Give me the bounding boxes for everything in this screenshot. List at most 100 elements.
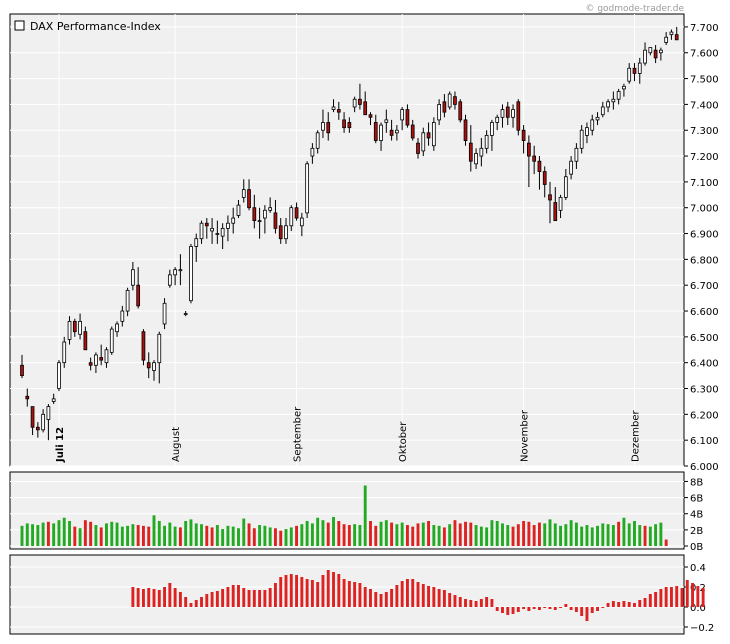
oscillator-bar [258, 590, 262, 607]
oscillator-bar [194, 600, 198, 607]
candle-body [579, 129, 584, 149]
volume-bar [247, 523, 251, 546]
y-tick-label: 0.0 [690, 603, 706, 614]
volume-bar [527, 521, 531, 546]
volume-bar [358, 525, 362, 546]
oscillator-bar [369, 589, 372, 607]
candle-body [305, 163, 309, 214]
candle-body [632, 67, 637, 74]
volume-bar [163, 525, 167, 546]
volume-bar [559, 525, 563, 546]
volume-bar [36, 525, 40, 546]
oscillator-bar [210, 592, 214, 607]
volume-bar [622, 517, 626, 546]
candle-body [263, 209, 267, 219]
candle-body [490, 122, 494, 136]
oscillator-bar [163, 587, 167, 607]
y-tick-label: 6.400 [690, 359, 719, 370]
volume-bar [363, 485, 367, 546]
oscillator-bar [458, 597, 462, 607]
candle-body [167, 274, 172, 286]
volume-bar [617, 521, 621, 546]
oscillator-bar [247, 590, 251, 607]
candle-body [463, 119, 468, 141]
volume-bar [300, 524, 304, 546]
month-label: Juli 12 [55, 427, 66, 463]
oscillator-bar [221, 589, 225, 607]
candle-body [468, 142, 473, 162]
y-tick-label: 6B [690, 494, 703, 505]
volume-bar [421, 522, 425, 546]
candle-body [315, 132, 320, 149]
oscillator-bar [136, 588, 140, 607]
oscillator-bar [479, 599, 483, 607]
oscillator-bar [522, 607, 526, 609]
candle-body [278, 225, 283, 240]
candle-body [590, 119, 595, 131]
volume-bar [590, 527, 594, 546]
volume-bar [564, 524, 568, 546]
oscillator-bar [691, 583, 695, 607]
candle-body [51, 398, 56, 402]
oscillator-bar [596, 607, 599, 611]
oscillator-bars [131, 570, 705, 621]
volume-bar [432, 525, 436, 546]
candle-body [484, 134, 489, 149]
candle-body [115, 323, 119, 333]
month-label: November [520, 409, 531, 462]
volume-bar [548, 519, 552, 546]
candle-body [310, 147, 315, 157]
volume-bar [310, 523, 314, 546]
candle-body [606, 101, 610, 108]
volume-bar [479, 526, 483, 546]
candle-body [20, 364, 24, 377]
volume-bar [506, 525, 510, 546]
candle-body [152, 362, 156, 371]
oscillator-bar [295, 575, 299, 607]
candle-body [431, 122, 436, 147]
volume-bar [395, 524, 399, 546]
oscillator-bar [363, 587, 367, 607]
volume-bar [332, 516, 335, 546]
volume-bar [289, 527, 293, 546]
volume-bar [78, 528, 82, 546]
oscillator-bar [437, 589, 441, 607]
y-tick-label: 6.600 [690, 307, 719, 318]
volume-bar [390, 522, 394, 546]
volume-bar [485, 527, 489, 546]
candle-body [62, 341, 67, 364]
candle-body [141, 331, 146, 361]
oscillator-bar [643, 598, 647, 607]
candle-body [204, 222, 209, 227]
candle-body [669, 31, 674, 36]
volume-bar [437, 525, 441, 546]
oscillator-bar [659, 589, 663, 607]
volume-bar [648, 526, 652, 546]
y-tick-label: 6.900 [690, 230, 719, 241]
volume-bar [321, 520, 325, 546]
volume-bar [178, 527, 182, 546]
oscillator-bar [189, 603, 193, 607]
oscillator-bar [316, 582, 320, 607]
oscillator-bar [273, 583, 277, 607]
candle-body [72, 320, 77, 333]
candle-body [368, 114, 373, 118]
volume-bar [511, 526, 515, 546]
volume-bar [57, 520, 61, 546]
volume-bars [20, 485, 668, 546]
candle-body [585, 127, 589, 136]
oscillator-bar [606, 603, 610, 607]
candle-body [595, 116, 600, 121]
oscillator-bar [226, 587, 230, 607]
oscillator-bar [654, 592, 658, 607]
y-tick-label: 0.4 [690, 563, 706, 574]
candle-body [659, 49, 663, 54]
legend: DAX Performance-Index [14, 20, 161, 33]
candle-body [299, 217, 304, 227]
volume-bar [574, 522, 578, 546]
watermark: © godmode-trader.de [585, 4, 684, 14]
volume-bar [279, 530, 283, 546]
candle-body [600, 106, 605, 116]
candle-body [215, 233, 220, 235]
